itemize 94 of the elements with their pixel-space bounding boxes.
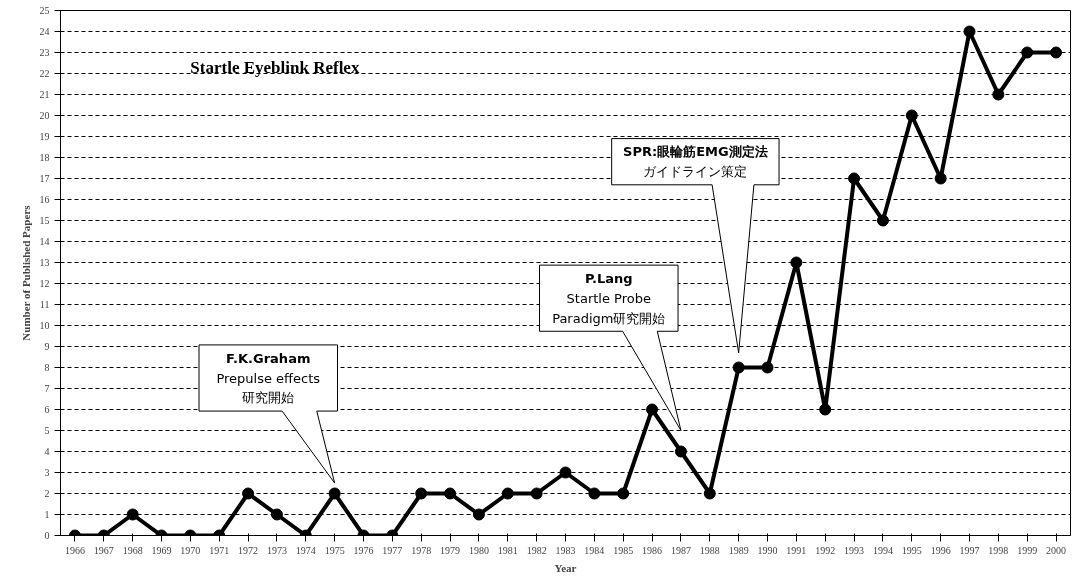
point: [472, 508, 485, 521]
x-tick-label: 1978: [411, 544, 432, 556]
x-tick-label: 1987: [670, 544, 691, 556]
x-tick-label: 1981: [497, 544, 518, 556]
point: [617, 487, 630, 500]
x-tick-label: 1988: [699, 544, 720, 556]
y-tick-label: 15: [39, 215, 50, 226]
point: [848, 172, 861, 185]
point: [242, 487, 255, 500]
x-tick-label: 1986: [642, 544, 663, 556]
y-tick-label: 16: [39, 194, 50, 205]
y-tick-label: 9: [44, 341, 50, 352]
point: [1050, 46, 1063, 59]
point: [761, 361, 774, 374]
y-tick-label: 20: [39, 110, 50, 121]
x-tick-label: 1982: [526, 544, 547, 556]
point: [501, 487, 514, 500]
point: [732, 361, 745, 374]
x-tick-label: 1977: [382, 544, 403, 556]
point: [876, 214, 889, 227]
x-tick-label: 1966: [64, 544, 85, 556]
point: [992, 88, 1005, 101]
point: [530, 487, 543, 500]
x-tick-label: 1969: [151, 544, 172, 556]
x-tick-label: 1984: [584, 544, 605, 556]
point: [559, 466, 572, 479]
point: [646, 403, 659, 416]
y-tick-label: 8: [44, 362, 50, 373]
x-tick-label: 1989: [728, 544, 749, 556]
point: [270, 508, 283, 521]
point: [328, 487, 341, 500]
x-tick-label: 1995: [901, 544, 922, 556]
x-tick-label: 1973: [266, 544, 287, 556]
x-tick-label: 1997: [959, 544, 980, 556]
x-tick-label: 1972: [238, 544, 259, 556]
point: [588, 487, 601, 500]
point: [905, 109, 918, 122]
y-tick-label: 12: [39, 278, 50, 289]
y-tick-label: 6: [44, 404, 50, 415]
y-tick-label: 3: [44, 467, 50, 478]
x-tick-label: 1991: [786, 544, 807, 556]
x-tick-label: 1971: [209, 544, 230, 556]
y-tick-label: 10: [39, 320, 50, 331]
y-tick-label: 4: [44, 446, 50, 457]
point: [963, 25, 976, 38]
text: Startle Eyeblink Reflex: [190, 57, 360, 77]
x-tick-label: 1970: [180, 544, 201, 556]
x-tick-label: 1999: [1017, 544, 1038, 556]
x-axis-title: Year: [554, 561, 577, 574]
y-tick-label: 22: [39, 68, 50, 79]
y-tick-label: 11: [39, 299, 50, 310]
annotation: SPR:眼輪筋EMG測定法ガイドライン策定: [623, 144, 768, 180]
y-tick-label: 1: [44, 509, 50, 520]
y-axis-title: Number of Published Papers: [19, 204, 32, 341]
x-tick-label: 1983: [555, 544, 576, 556]
annotation: P.Lang Startle Probe Paradigm研究開始: [552, 270, 666, 326]
annotation: F.K.Graham Prepulse effects 研究開始: [216, 350, 321, 406]
point: [934, 172, 947, 185]
point: [1021, 46, 1034, 59]
y-tick-label: 7: [44, 383, 50, 394]
y-tick-label: 18: [39, 152, 50, 163]
x-tick-label: 1994: [872, 544, 893, 556]
y-tick-label: 19: [39, 131, 50, 142]
y-tick-label: 21: [39, 89, 50, 100]
point: [819, 403, 832, 416]
y-tick-label: 17: [39, 173, 50, 184]
x-tick-label: 1974: [295, 544, 316, 556]
x-tick-label: 1993: [844, 544, 865, 556]
y-tick-label: 0: [44, 530, 50, 541]
x-tick-label: 1985: [613, 544, 634, 556]
x-tick-label: 1968: [122, 544, 143, 556]
y-tick-label: 24: [39, 26, 50, 37]
y-tick-label: 5: [44, 425, 50, 436]
x-tick-label: 2000: [1046, 544, 1067, 556]
point: [444, 487, 457, 500]
x-tick-label: 1998: [988, 544, 1009, 556]
x-tick-label: 1980: [468, 544, 489, 556]
x-tick-label: 1996: [930, 544, 951, 556]
point: [126, 508, 139, 521]
x-tick-label: 1976: [353, 544, 374, 556]
y-tick-label: 2: [44, 488, 50, 499]
x-tick-label: 1979: [440, 544, 461, 556]
x-tick-label: 1967: [93, 544, 114, 556]
y-tick-label: 14: [39, 236, 50, 247]
x-tick-label: 1992: [815, 544, 836, 556]
point: [674, 445, 687, 458]
y-tick-label: 25: [39, 5, 50, 16]
y-tick-label: 23: [39, 47, 50, 58]
point: [415, 487, 428, 500]
y-tick-label: 13: [39, 257, 50, 268]
point: [703, 487, 716, 500]
x-tick-label: 1990: [757, 544, 778, 556]
point: [790, 256, 803, 269]
x-tick-label: 1975: [324, 544, 345, 556]
